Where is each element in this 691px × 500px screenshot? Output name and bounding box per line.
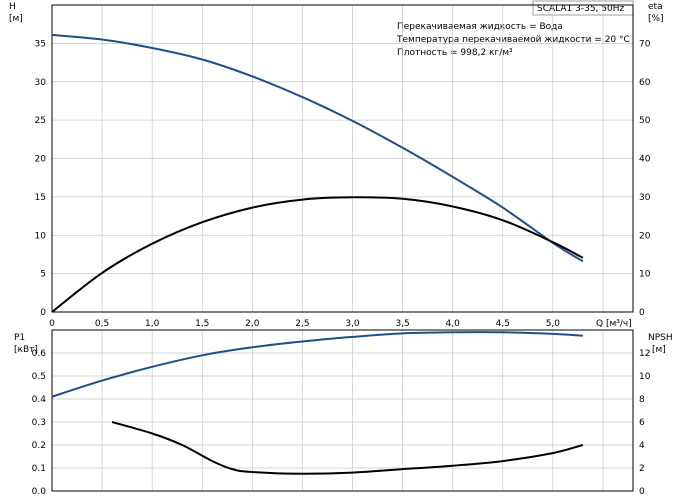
left-tick-label: 0.3: [32, 418, 46, 428]
left-tick-label: 20: [35, 155, 47, 165]
right-tick-label: 20: [639, 231, 651, 241]
left-tick-label: 35: [35, 39, 46, 49]
left-tick-label: 0.5: [32, 372, 46, 382]
left-tick-label: 0: [40, 308, 46, 318]
left-tick-label: 0.2: [32, 441, 46, 451]
efficiency-curve: [51, 196, 584, 313]
info-line-density: Плотность = 998,2 кг/м³: [397, 48, 513, 58]
right-tick-label: 2: [639, 464, 645, 474]
x-tick-label: 3,0: [345, 319, 360, 329]
x-tick-label: 0,5: [95, 319, 109, 329]
right-tick-label: 0: [639, 308, 645, 318]
npsh-curve: [111, 421, 584, 475]
x-tick-label: 4,0: [446, 319, 461, 329]
x-tick-label: 5,0: [546, 319, 561, 329]
p1-axis-label: P1: [14, 333, 25, 343]
x-tick-label: 0: [49, 319, 55, 329]
right-tick-label: 0: [639, 487, 645, 497]
eta-axis-label: eta: [648, 2, 663, 12]
x-tick-label: 2,5: [295, 319, 309, 329]
plot-frame: [51, 329, 634, 492]
right-tick-label: 30: [639, 193, 651, 203]
left-tick-label: 30: [35, 78, 47, 88]
q-axis-label: Q [м³/ч]: [596, 319, 632, 329]
npsh-axis-unit: [м]: [652, 345, 666, 355]
h-axis-label: H: [9, 2, 16, 12]
right-tick-label: 50: [639, 116, 651, 126]
info-line-temperature: Температура перекачиваемой жидкости = 20…: [396, 35, 630, 45]
head-curve: [51, 33, 584, 263]
info-line-liquid: Перекачиваемая жидкость = Вода: [397, 22, 563, 32]
left-tick-label: 0.0: [32, 487, 47, 497]
right-tick-label: 70: [639, 39, 651, 49]
right-tick-label: 4: [639, 441, 645, 451]
x-tick-label: 1,5: [195, 319, 209, 329]
plot-frame: [51, 4, 634, 313]
h-axis-unit: [м]: [9, 14, 23, 24]
right-tick-label: 12: [639, 349, 650, 359]
x-tick-label: 4,5: [496, 319, 510, 329]
right-tick-label: 10: [639, 270, 651, 280]
left-tick-label: 25: [35, 116, 46, 126]
bottom-chart-plot: [51, 331, 584, 475]
x-tick-label: 1,0: [145, 319, 160, 329]
x-tick-label: 2,0: [245, 319, 260, 329]
left-tick-label: 5: [40, 270, 46, 280]
right-tick-label: 60: [639, 78, 651, 88]
left-tick-label: 0.1: [32, 464, 46, 474]
right-tick-label: 40: [639, 155, 651, 165]
right-tick-label: 10: [639, 372, 651, 382]
power-curve: [51, 331, 583, 398]
left-tick-label: 0.4: [32, 395, 47, 405]
left-tick-label: 0.6: [32, 349, 47, 359]
p1-axis-unit: [кВт]: [14, 345, 38, 355]
model-label: SCALA1 3-35, 50Hz: [537, 4, 624, 14]
right-tick-label: 8: [639, 395, 645, 405]
top-chart-grid: 0 5 10 15 20 25 30 35 0 10 20 30 40 50 60 70 0 0,5 1,0 1,5 2…: [35, 4, 651, 329]
eta-axis-unit: [%]: [648, 14, 664, 24]
npsh-axis-label: NPSH: [648, 333, 673, 343]
x-tick-label: 3,5: [395, 319, 409, 329]
bottom-chart-grid: 0.0 0.1 0.2 0.3 0.4 0.5 0.6 0 2 4 6 8 10 12: [32, 329, 651, 497]
right-tick-label: 6: [639, 418, 645, 428]
top-chart-plot: [51, 33, 584, 313]
left-tick-label: 15: [35, 193, 46, 203]
left-tick-label: 10: [35, 231, 47, 241]
